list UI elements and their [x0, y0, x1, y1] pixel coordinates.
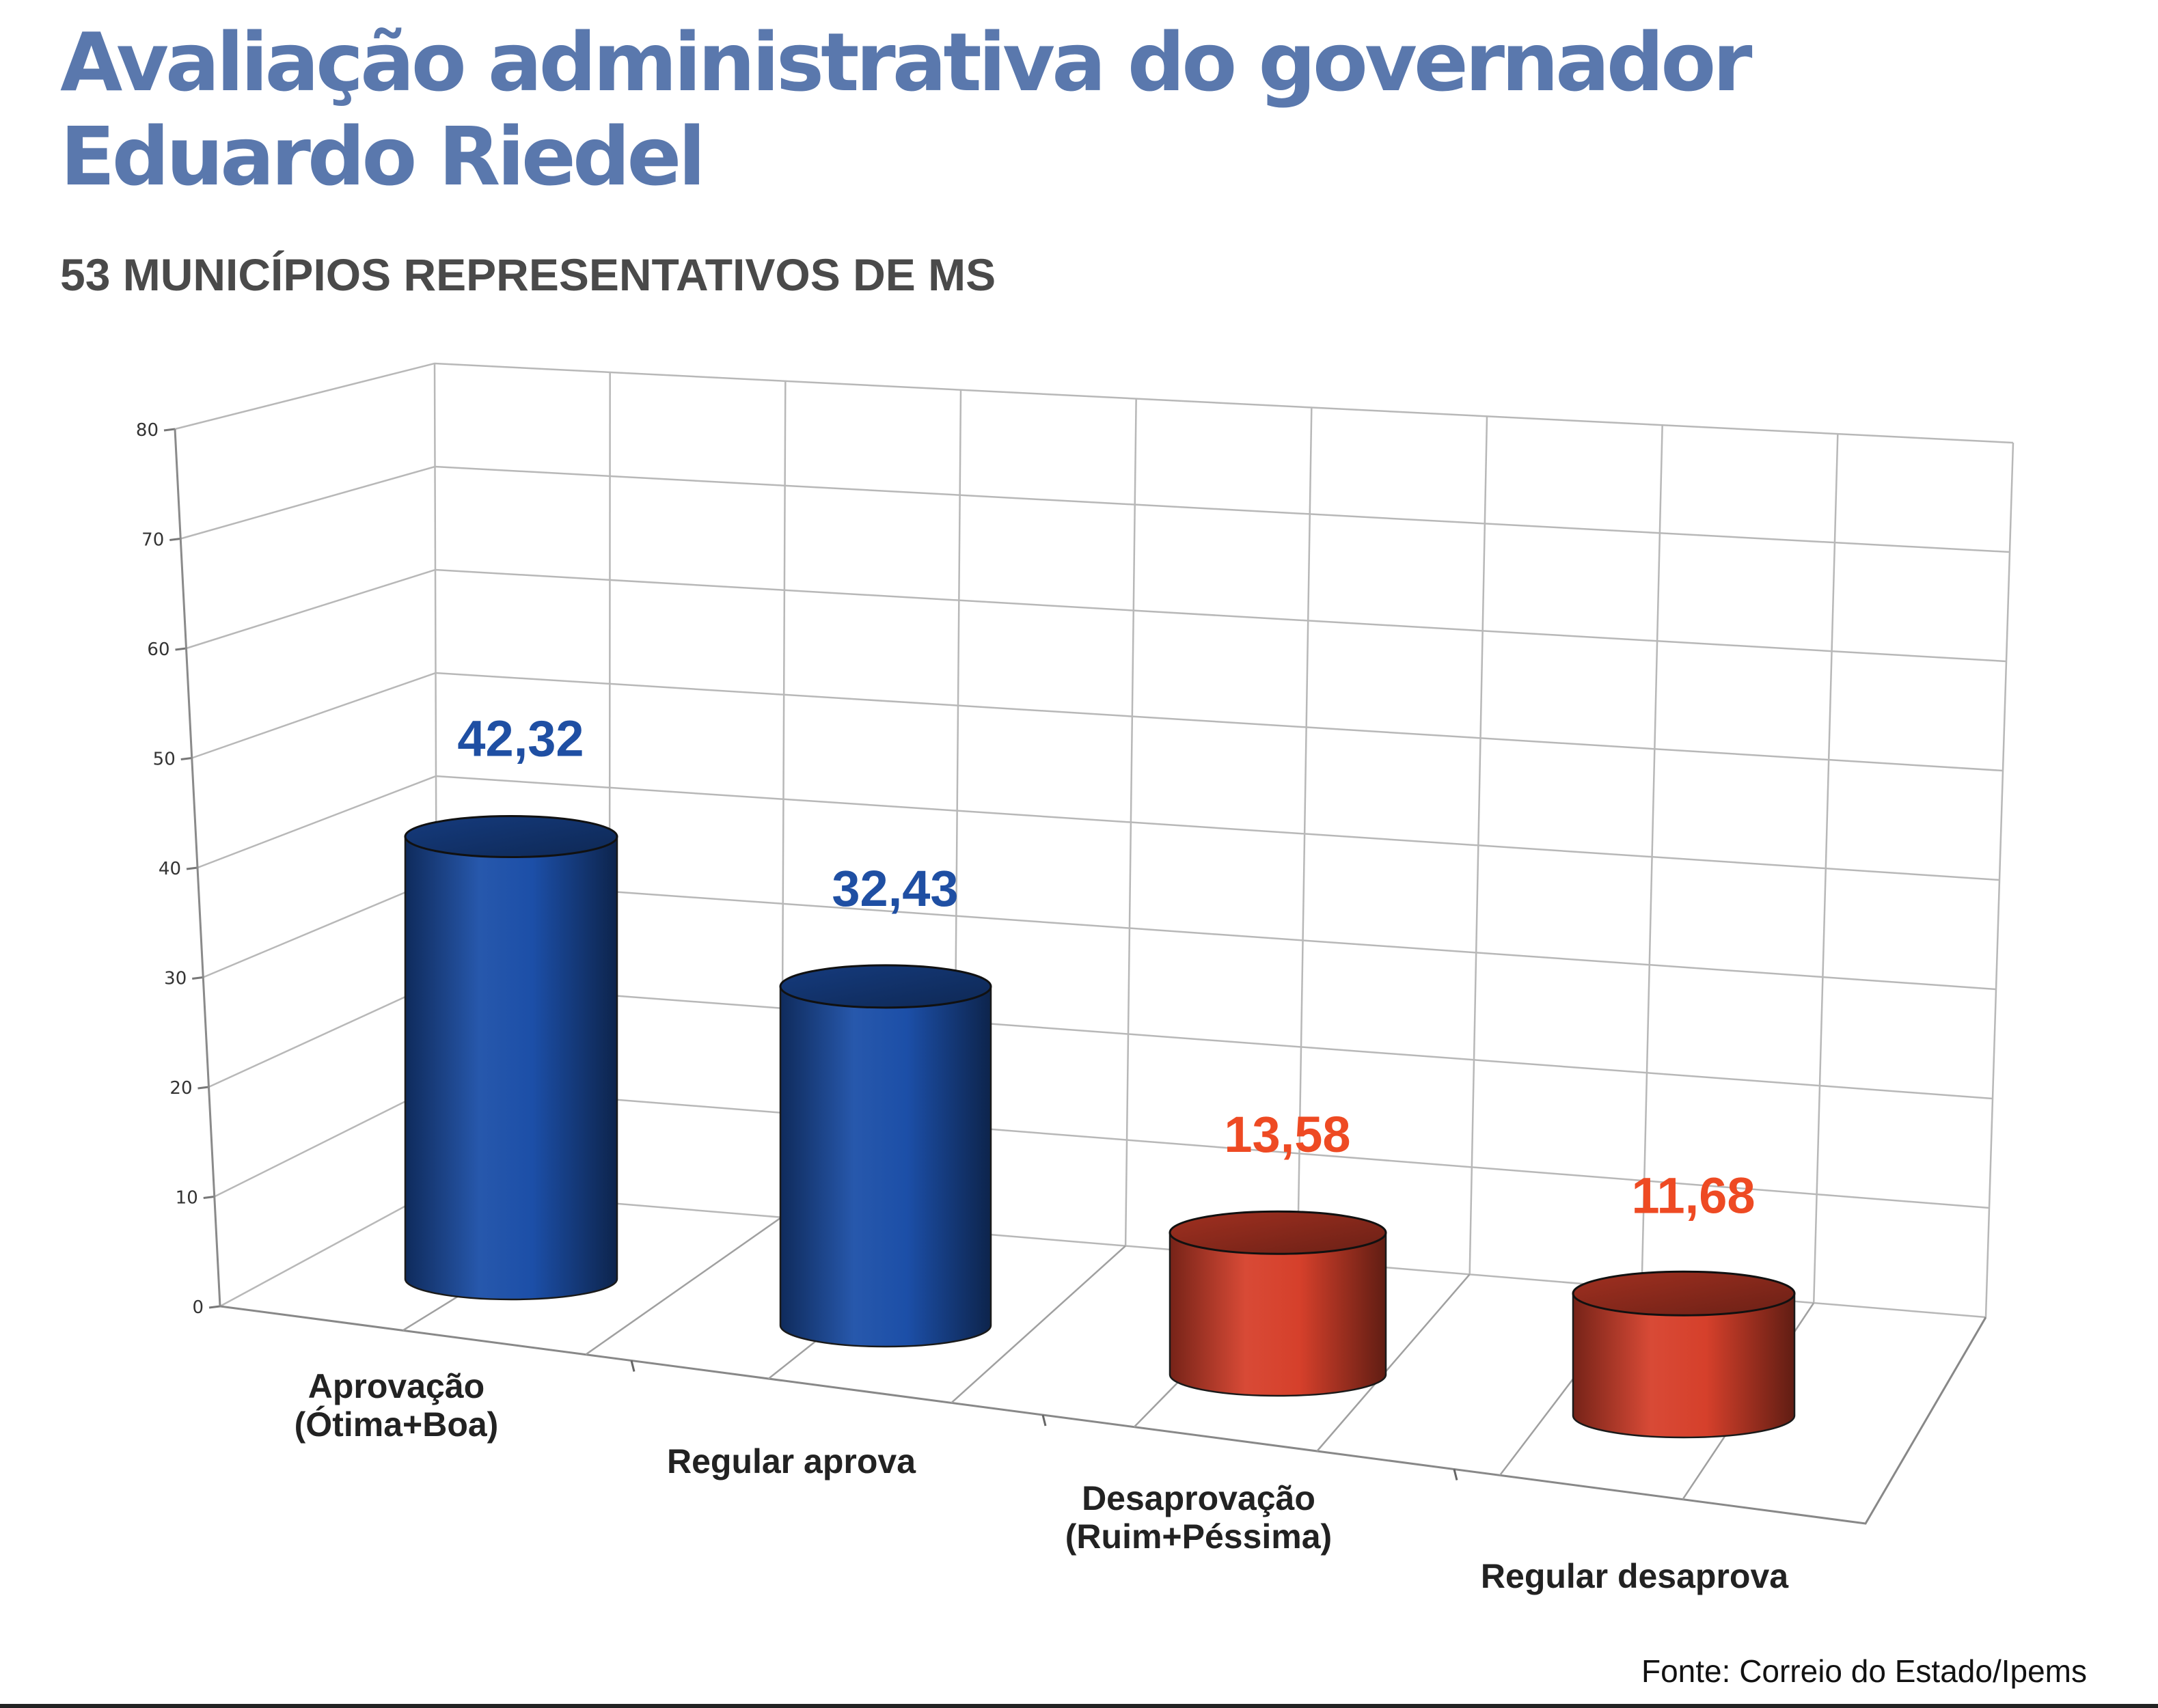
x-tick-mark [1453, 1469, 1458, 1480]
y-tick-label: 80 [136, 420, 159, 441]
bars: 42,32 32,43 13,58 11,68 [404, 711, 1796, 1439]
x-tick-mark [630, 1360, 636, 1372]
y-tick-mark [163, 428, 176, 432]
y-tick-label: 70 [141, 530, 164, 551]
category-label: Desaprovação [1082, 1479, 1315, 1517]
cylinder-body [1572, 1293, 1796, 1439]
y-tick-label: 30 [164, 969, 187, 989]
y-tick-mark [180, 757, 192, 760]
gridline [186, 568, 2007, 663]
value-label: 13,58 [1224, 1106, 1350, 1163]
x-tick-mark [1041, 1414, 1047, 1427]
bar-3: 11,68 [1572, 1167, 1796, 1439]
gridline-vertical [1984, 442, 2014, 1318]
bar-0: 42,32 [404, 711, 618, 1301]
y-tick-mark [192, 976, 204, 980]
title-line-1: Avaliação administrativa do governador [60, 15, 1752, 109]
cylinder-top [404, 815, 618, 859]
value-label: 11,68 [1631, 1167, 1755, 1224]
value-label: 32,43 [832, 860, 958, 917]
category-label: Aprovação [308, 1367, 484, 1405]
bottom-rule [0, 1704, 2158, 1708]
y-tick-label: 50 [153, 749, 176, 770]
y-tick-mark [197, 1086, 209, 1090]
y-tick-label: 40 [159, 859, 181, 879]
value-label: 42,32 [457, 711, 584, 767]
y-tick-label: 20 [169, 1078, 192, 1099]
title-line-2: Eduardo Riedel [60, 109, 706, 204]
chart-subtitle: 53 MUNICÍPIOS REPRESENTATIVOS DE MS [60, 249, 996, 300]
cylinder-top [1572, 1270, 1796, 1317]
source-note: Fonte: Correio do Estado/Ipems [1641, 1653, 2087, 1689]
gridline-vertical [1124, 398, 1137, 1246]
x-axis-categories: Aprovação(Ótima+Boa) Regular aprova Desapr… [295, 1367, 1790, 1595]
y-tick-label: 0 [192, 1297, 204, 1318]
y-tick-mark [186, 866, 198, 870]
chart-title: Avaliação administrativa do governador Ed… [60, 15, 1905, 204]
gridline-vertical [1469, 416, 1488, 1275]
y-axis-ticks: 0 10 20 30 40 50 60 70 80 [136, 420, 204, 1318]
cylinder-bar-chart: 0 10 20 30 40 50 60 70 80 42,32 32,43 13,58 11,68 A… [136, 362, 2014, 1595]
cylinder-top [1169, 1210, 1387, 1255]
left-wall-edge [174, 428, 221, 1307]
bar-2: 13,58 [1169, 1106, 1387, 1397]
bar-1: 32,43 [779, 860, 992, 1348]
y-tick-mark [169, 538, 181, 541]
cylinder-top [779, 964, 992, 1009]
cylinder-body [779, 985, 992, 1348]
y-tick-label: 60 [147, 639, 169, 660]
y-tick-mark [175, 647, 187, 651]
category-label: Regular aprova [667, 1442, 916, 1480]
cylinder-body [1169, 1231, 1387, 1397]
category-label: (Ótima+Boa) [295, 1405, 499, 1444]
cylinder-body [404, 836, 618, 1301]
floor-gridline [1316, 1273, 1471, 1452]
gridline-vertical [1296, 407, 1313, 1261]
gridline [174, 362, 2014, 444]
category-label: Regular desaprova [1481, 1557, 1789, 1595]
gridline-vertical [1812, 434, 1839, 1304]
gridline-vertical [1641, 425, 1663, 1289]
gridline [180, 465, 2010, 553]
floor-gridline [951, 1245, 1126, 1404]
y-tick-mark [208, 1305, 221, 1309]
floor-gridline [585, 1216, 782, 1355]
y-tick-label: 10 [176, 1188, 198, 1209]
y-tick-mark [203, 1196, 215, 1199]
category-label: (Ruim+Péssima) [1065, 1517, 1332, 1556]
